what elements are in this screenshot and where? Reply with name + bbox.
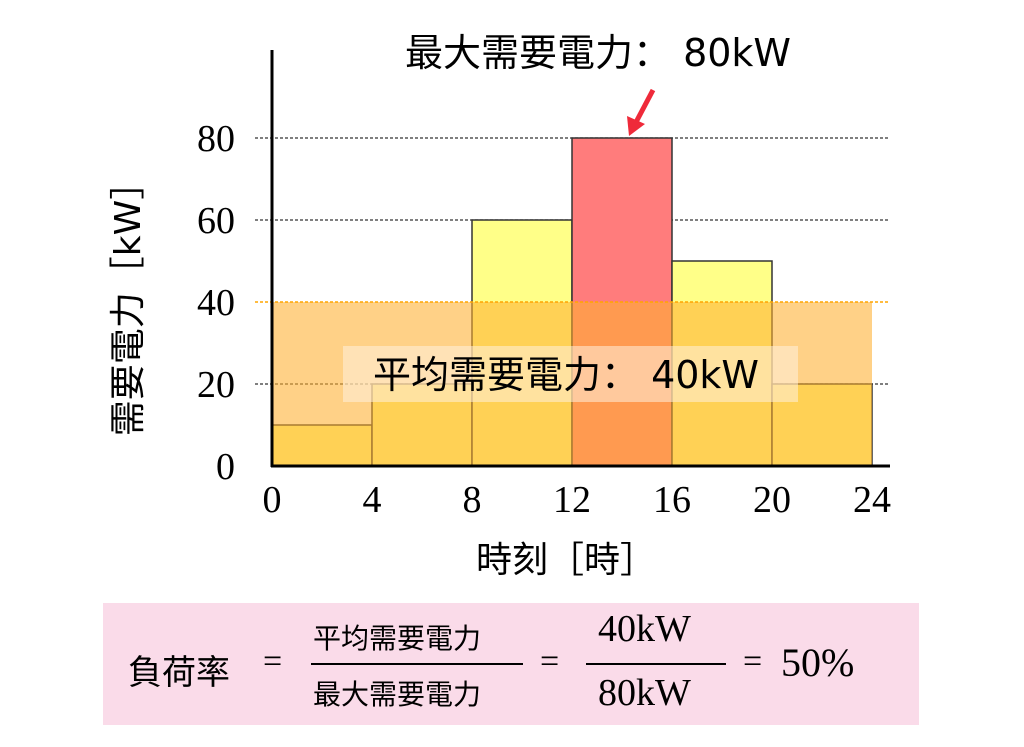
x-tick-5: 20	[753, 479, 791, 521]
y-tick-3: 60	[197, 200, 235, 242]
formula-lhs: 負荷率	[128, 653, 230, 693]
fraction-bar-2	[586, 663, 726, 665]
x-tick-0: 0	[263, 479, 282, 521]
y-axis-label: 需要電力［kW］	[108, 164, 149, 436]
x-tick-1: 4	[363, 479, 382, 521]
formula-denominator-text: 最大需要電力	[313, 678, 482, 711]
x-tick-4: 16	[653, 479, 691, 521]
max-demand-label: 最大需要電力： 80kW	[405, 31, 791, 75]
x-tick-3: 12	[553, 479, 591, 521]
fraction-bar-1	[311, 663, 523, 665]
formula-numerator-text: 平均需要電力	[313, 622, 482, 655]
formula-eq-1: =	[263, 643, 283, 680]
y-tick-2: 40	[197, 282, 235, 324]
formula-eq-3: =	[743, 643, 763, 680]
axes	[270, 50, 890, 468]
avg-label-backdrop	[343, 346, 798, 402]
tick-labels: 0 20 40 60 80 0 4 8 12 16 20 24	[197, 118, 891, 521]
load-factor-chart: 0 20 40 60 80 0 4 8 12 16 20 24 最大需要電力： 80kW 平均需要電力…	[108, 31, 891, 581]
formula-numerator-value: 40kW	[598, 608, 691, 650]
formula-result: 50%	[781, 640, 855, 685]
y-tick-1: 20	[197, 364, 235, 406]
average-demand-label: 平均需要電力： 40kW	[373, 353, 759, 397]
x-tick-2: 8	[463, 479, 482, 521]
x-tick-6: 24	[853, 479, 891, 521]
load-factor-formula: 負荷率 = 平均需要電力 最大需要電力 = 40kW 80kW = 50%	[103, 603, 919, 725]
max-demand-arrow	[627, 88, 656, 136]
y-tick-0: 0	[216, 446, 235, 488]
y-tick-4: 80	[197, 118, 235, 160]
formula-denominator-value: 80kW	[598, 672, 691, 714]
x-axis-label: 時刻［時］	[476, 540, 656, 581]
formula-eq-2: =	[540, 643, 560, 680]
